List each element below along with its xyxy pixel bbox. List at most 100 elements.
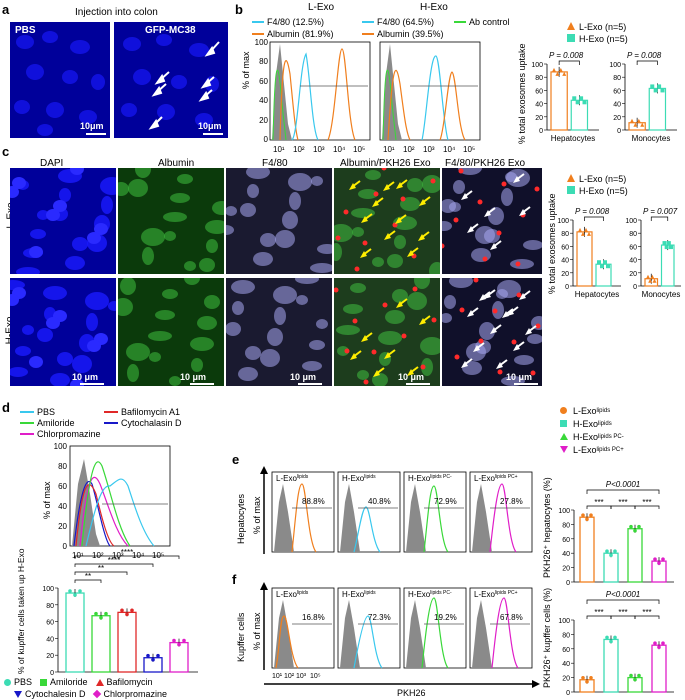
bar-b-mono-dot — [660, 88, 665, 93]
bar-c-hep: 100 80 60 40 20 0 P = 0.008 Hepatocytes — [557, 207, 621, 299]
bar-f-ytick-label: 40 — [562, 661, 570, 668]
legend-h-exo-c: H-Exo (n=5) — [579, 186, 628, 196]
pkh26-spot — [516, 292, 522, 298]
f-hist-frame-2 — [403, 587, 467, 669]
bar-b-hep-bar-0 — [550, 71, 568, 131]
micrograph-pbs-scalebar — [86, 133, 106, 135]
micrograph-gfp-mc38 — [114, 22, 228, 138]
bar-b-hep-pval: P = 0.008 — [549, 51, 584, 60]
pkh26-spot — [454, 354, 460, 360]
texture-spot — [85, 292, 109, 310]
texture-spot — [212, 201, 224, 215]
micrograph-gfp-label: GFP-MC38 — [145, 25, 196, 36]
e-hist-control-2 — [406, 484, 426, 552]
f-hist-title-sup-3: lipids PC+ — [495, 590, 518, 596]
bar-b-mono-ytick-label: 80 — [613, 75, 621, 82]
f-hist-title-0: L-Exolipids — [276, 590, 309, 599]
texture-spot — [141, 228, 165, 246]
bar-d-bracket-1 — [74, 563, 154, 567]
micrograph-c-r1-c1 — [118, 278, 224, 386]
legend-e-item-3: L-Exo lipids PC+ — [560, 443, 685, 456]
texture-spot — [22, 325, 34, 335]
texture-spot — [238, 367, 258, 381]
bar-c-hep-ytick-label: 20 — [561, 271, 569, 278]
bar-d-sig-0: **** — [121, 548, 133, 557]
arrow-head — [384, 233, 391, 240]
texture-spot — [523, 240, 542, 250]
panel-e-bar-svg: PKH26⁺ hepatocytes (%) 100 80 60 40 20 0 P<0.0… — [542, 477, 674, 587]
bar-e-dot — [581, 513, 585, 517]
texture-spot — [475, 340, 491, 354]
bar-e-dot — [637, 524, 641, 529]
panel-f-bar-svg: PKH26⁺ kupffer cells (%) 100 80 60 40 20 0 P<0… — [542, 588, 674, 697]
texture-spot — [378, 331, 402, 345]
flow-b-h-xtick-4: 10⁴ — [443, 145, 456, 154]
legend-f480-l: F4/80 (12.5%) — [267, 17, 324, 27]
bar-d-dot — [151, 657, 155, 662]
texture-spot — [317, 244, 332, 254]
legend-e-item-0: L-Exo lipids — [560, 404, 685, 417]
panel-e-hist-svg: Hepatocytes % of max L-Exolipids88.8%H-E… — [236, 466, 533, 554]
bar-c-mono-dot — [664, 245, 669, 250]
col-albumin: Albumin — [158, 158, 195, 169]
nucleus — [29, 246, 43, 258]
legend-d-b-pbs: PBS — [4, 677, 32, 687]
bar-c-hep-dot — [606, 264, 610, 269]
arrow-head — [350, 353, 357, 360]
bar-b-mono-dot — [640, 122, 645, 127]
bar-b-mono-ytick-label: 20 — [613, 115, 621, 122]
arrow-head — [419, 318, 426, 325]
flow-d-ytick-100: 100 — [54, 442, 68, 451]
flow-b-left-frame — [269, 41, 371, 141]
micrograph-c-r0-c4 — [442, 168, 542, 274]
texture-spot — [177, 174, 193, 184]
bar-c-hep-pval: P = 0.008 — [575, 207, 610, 216]
f-hist-title-base-3: L-Exo — [474, 590, 495, 599]
bar-c-hep-group: Hepatocytes — [575, 290, 619, 299]
texture-spot — [334, 243, 342, 261]
bar-f-bracket-2 — [634, 615, 660, 619]
texture-spot — [50, 373, 70, 386]
nucleus — [46, 209, 60, 221]
pkh26-spot — [473, 278, 479, 283]
e-hist-curve-1 — [353, 506, 381, 553]
bar-f-dot — [613, 635, 617, 640]
texture-spot — [126, 343, 150, 361]
hist-f-xtick-2: 10² — [284, 673, 295, 680]
flow-d-xtick-5: 10⁵ — [152, 551, 164, 560]
bar-c-hep-dot — [587, 231, 591, 236]
bar-b-hep: 100 80 60 40 20 0 P = 0.008 Hepatocytes — [531, 51, 599, 143]
f-hist-control-1 — [340, 600, 360, 668]
bar-d-ytick-label: 20 — [46, 653, 54, 660]
panel-c-label: c — [2, 144, 10, 159]
pkh26-spot — [534, 186, 540, 192]
micrograph-c-r0-c2 — [226, 168, 332, 274]
bar-b-mono-bar-1 — [648, 87, 667, 131]
texture-spot — [310, 263, 332, 273]
flow-d-amiloride — [81, 461, 131, 547]
pkh26-spot — [420, 364, 426, 370]
e-hist-frame-3 — [469, 471, 533, 553]
texture-spot — [72, 355, 92, 373]
f-hist-frame-0 — [271, 587, 335, 669]
flow-b-ytick-40: 40 — [259, 96, 268, 105]
pkh26-spot — [362, 240, 368, 246]
bar-d-dot — [99, 615, 103, 620]
bar-d-ytick-label: 100 — [42, 586, 54, 593]
texture-spot — [275, 230, 295, 248]
legend-e-sup-1: lipids — [598, 420, 612, 427]
bar-d-ylabel: % of kupffer cells taken up H-Exo — [16, 548, 26, 674]
legend-e-sup-3: lipids PC+ — [596, 446, 624, 453]
bar-b-hep-bracket — [558, 60, 580, 65]
bar-c-mono-ytick-label: 20 — [629, 271, 637, 278]
bar-d-ytick-label: 0 — [50, 670, 54, 677]
micrograph-c-r0-c1-texture — [118, 168, 224, 272]
bar-c-mono-group: Monocytes — [642, 290, 681, 299]
arrow-head — [507, 309, 514, 316]
pkh26-spot — [459, 307, 465, 313]
texture-spot — [16, 267, 40, 274]
e-hist-frame-0 — [271, 471, 335, 553]
texture-spot — [162, 289, 178, 299]
micrograph-c-r1-c0-texture — [10, 280, 116, 386]
bar-d-ytick-label: 40 — [46, 636, 54, 643]
